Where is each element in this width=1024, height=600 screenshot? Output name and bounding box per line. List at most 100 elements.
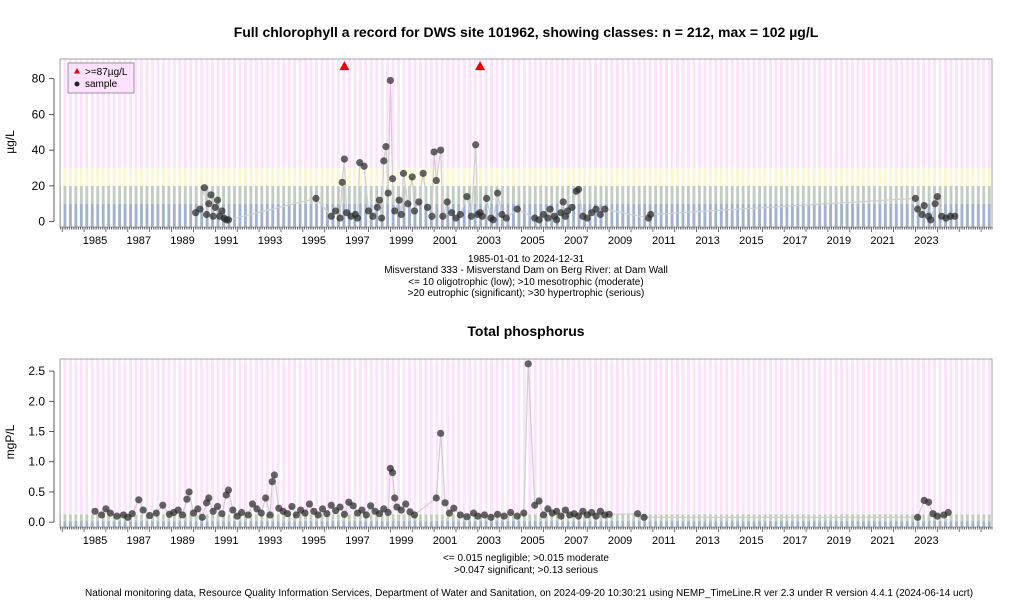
data-point	[520, 509, 528, 517]
y-tick-label: 1.0	[28, 455, 45, 469]
x-tick-label: 2005	[520, 235, 544, 247]
data-point	[373, 203, 381, 211]
data-point	[375, 196, 384, 204]
data-point	[404, 200, 412, 208]
footer-credit: National monitoring data, Resource Quali…	[85, 588, 973, 599]
data-point	[432, 494, 440, 502]
data-point	[262, 494, 270, 502]
x-tick-label: 2007	[564, 535, 588, 547]
x-tick-label: 1995	[302, 235, 326, 247]
data-point	[248, 500, 257, 508]
data-point	[146, 511, 154, 520]
data-point	[384, 508, 392, 517]
data-point	[480, 511, 489, 519]
data-point	[911, 194, 920, 203]
legend-sample-label: sample	[85, 79, 118, 90]
x-tick-label: 1999	[389, 235, 413, 247]
x-tick-label: 2001	[433, 235, 457, 247]
data-point	[218, 510, 226, 518]
data-point	[194, 505, 202, 513]
x-tick-label: 1995	[302, 535, 326, 547]
chlorophyll-title: Full chlorophyll a record for DWS site 1…	[234, 24, 819, 40]
data-point	[353, 214, 362, 222]
data-point	[336, 214, 344, 222]
data-point	[463, 193, 471, 201]
x-tick-label: 2015	[739, 235, 763, 247]
y-tick-label: 20	[32, 179, 46, 193]
y-tick-label: 1.5	[28, 425, 45, 439]
data-point	[224, 486, 233, 494]
x-tick-label: 2007	[564, 235, 588, 247]
data-point	[183, 495, 191, 503]
x-tick-label: 2001	[433, 535, 457, 547]
data-point	[450, 504, 458, 512]
data-point	[323, 510, 331, 518]
data-point	[592, 512, 600, 520]
data-point	[487, 513, 495, 521]
data-point	[178, 511, 187, 519]
x-tick-label: 1997	[345, 535, 369, 547]
y-tick-label: 40	[32, 143, 46, 157]
plot-frame	[59, 358, 993, 528]
data-point	[386, 76, 394, 85]
legend-sample-icon	[74, 81, 80, 87]
legend-triangle-icon	[74, 68, 80, 74]
data-point	[268, 478, 276, 486]
data-point	[933, 512, 941, 520]
x-tick-label: 2011	[652, 535, 676, 547]
data-point	[360, 162, 368, 170]
data-point	[257, 509, 265, 517]
x-tick-label: 1987	[127, 235, 151, 247]
data-point	[489, 216, 497, 224]
data-point	[382, 142, 390, 151]
data-point	[553, 216, 561, 224]
data-point	[388, 469, 397, 477]
data-point	[399, 169, 408, 177]
data-point	[397, 210, 405, 219]
data-point	[483, 194, 491, 203]
x-tick-label: 2015	[739, 535, 763, 547]
exceedance-marker	[339, 61, 350, 71]
data-point	[358, 506, 366, 514]
data-point	[301, 509, 309, 517]
data-point	[423, 203, 432, 211]
data-point	[318, 505, 327, 513]
chlorophyll-plot-area	[60, 59, 994, 227]
data-point	[327, 501, 335, 509]
x-tick-label: 2023	[914, 235, 938, 247]
data-point	[601, 205, 609, 213]
data-point	[314, 511, 322, 519]
data-point	[185, 488, 193, 496]
data-point	[244, 511, 252, 519]
data-point	[369, 212, 377, 220]
x-tick-label: 1993	[258, 235, 282, 247]
data-point	[546, 205, 554, 213]
data-point	[539, 511, 548, 519]
data-point	[152, 509, 160, 517]
data-point	[559, 198, 567, 206]
data-point	[924, 498, 933, 506]
x-tick-label: 1989	[170, 535, 194, 547]
data-point	[207, 191, 215, 199]
chlorophyll-y-label: µg/L	[3, 130, 17, 154]
x-tick-label: 1993	[258, 535, 282, 547]
data-point	[198, 513, 206, 521]
annotation-tp-1: <= 0.015 negligible; >0.015 moderate	[443, 553, 609, 564]
data-point	[202, 210, 211, 219]
data-point	[266, 511, 274, 519]
x-tick-label: 2003	[477, 535, 501, 547]
data-point	[524, 360, 532, 368]
data-point	[500, 512, 508, 520]
data-point	[437, 429, 445, 437]
data-point	[128, 510, 136, 518]
x-tick-label: 2009	[608, 235, 632, 247]
data-point	[312, 194, 320, 203]
data-point	[914, 205, 922, 213]
data-point	[205, 494, 213, 502]
data-point	[139, 506, 147, 514]
data-point	[574, 185, 583, 194]
annotation-class-2: >20 eutrophic (significant); >30 hypertr…	[408, 288, 645, 299]
chlorophyll-panel: Full chlorophyll a record for DWS site 1…	[3, 24, 994, 299]
x-tick-label: 2011	[652, 235, 676, 247]
data-point	[196, 205, 204, 213]
